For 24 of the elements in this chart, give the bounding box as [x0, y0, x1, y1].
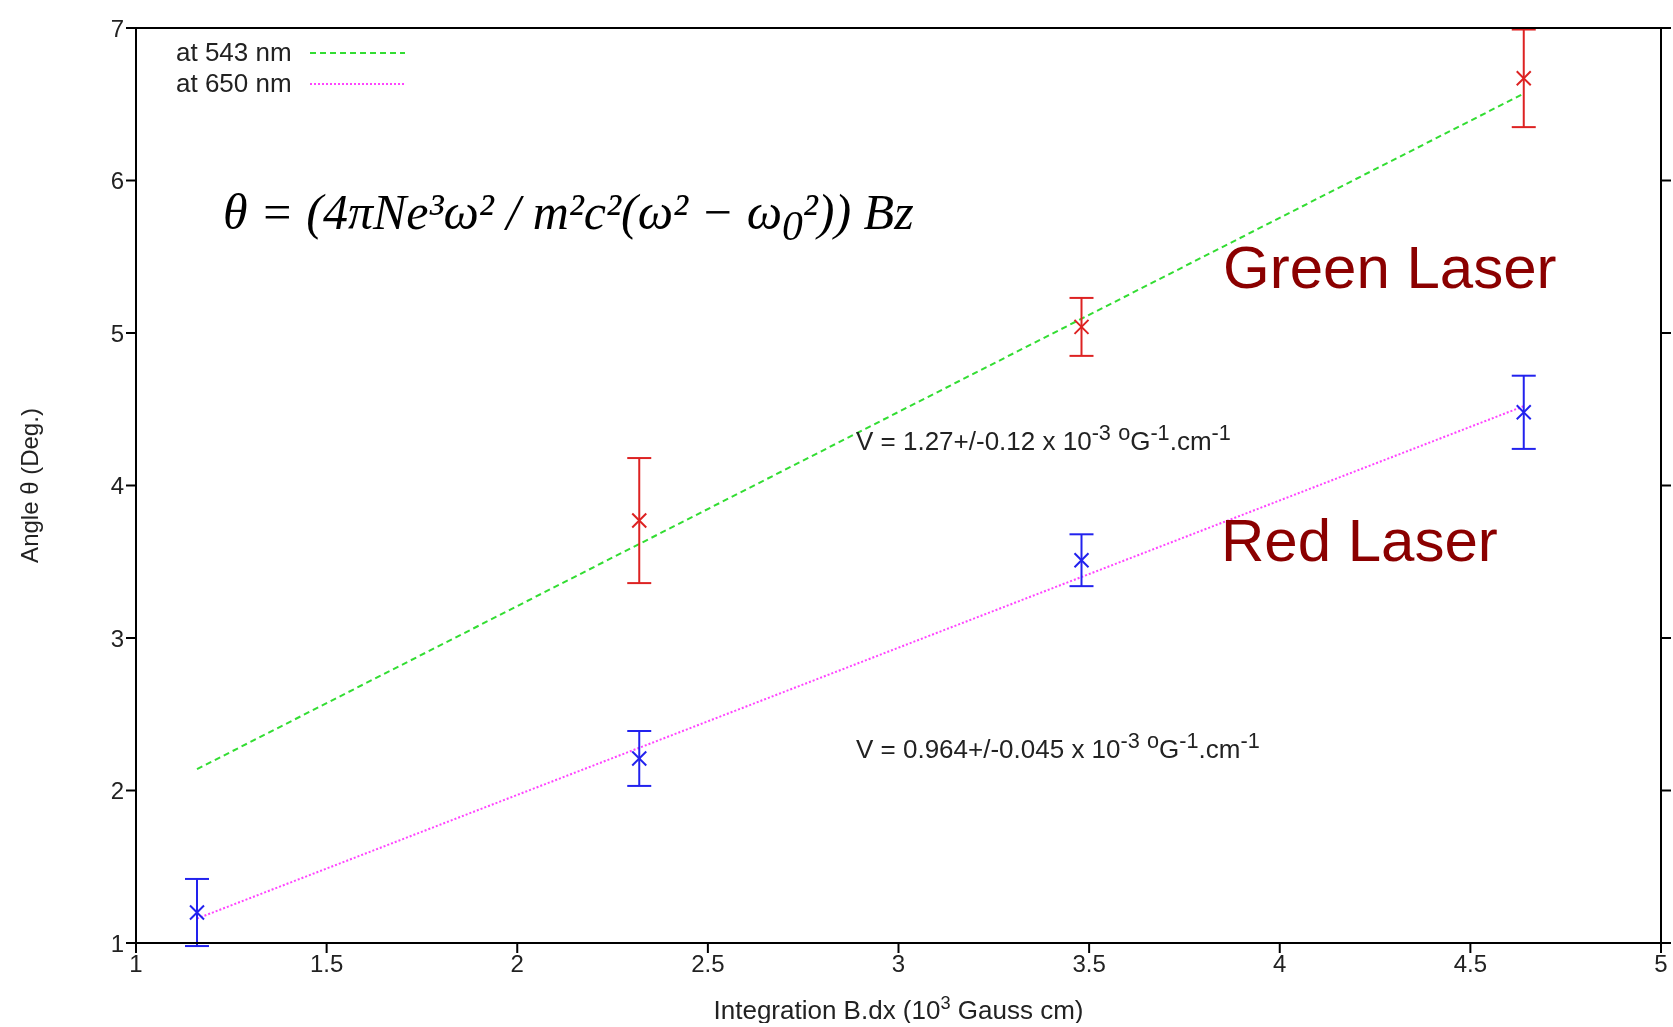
x-tick-label: 4.5 [1453, 950, 1488, 978]
annotation: θ = (4πNe³ω² / m²c²(ω² − ω$_{0}$²)) Bz [223, 183, 914, 250]
y-tick-label: 4 [110, 472, 124, 500]
x-tick-label: 2 [510, 950, 524, 978]
y-tick-label: 5 [110, 319, 124, 347]
annotation: V = 1.27+/-0.12 x 10$^{-3}$ $^{o}$G$^{-1}$.cm$^{-1}$ [856, 420, 1231, 457]
legend-label: at 650 nm [176, 68, 292, 99]
legend-label: at 543 nm [176, 37, 292, 68]
x-tick-label: 2.5 [691, 950, 725, 978]
annotation: Red Laser [1221, 506, 1498, 575]
x-tick-label: 1 [129, 950, 143, 978]
x-tick-label: 1.5 [309, 950, 344, 978]
x-tick-label: 3.5 [1072, 950, 1106, 978]
y-tick-label: 6 [110, 167, 124, 195]
y-tick-label: 3 [110, 624, 124, 652]
x-tick-label: 3 [891, 950, 906, 978]
y-tick-label: 1 [110, 929, 124, 957]
x-tick-label: 5 [1654, 950, 1668, 978]
annotation: V = 0.964+/-0.045 x 10$^{-3}$ $^{o}$G$^{-1}$.cm$^{-1}$ [856, 728, 1260, 765]
x-tick-label: 4 [1273, 950, 1287, 978]
annotation: Green Laser [1223, 233, 1557, 302]
y-axis-title: Angle θ (Deg.) [16, 408, 43, 563]
y-tick-label: 7 [110, 14, 124, 42]
y-tick-label: 2 [110, 777, 124, 805]
